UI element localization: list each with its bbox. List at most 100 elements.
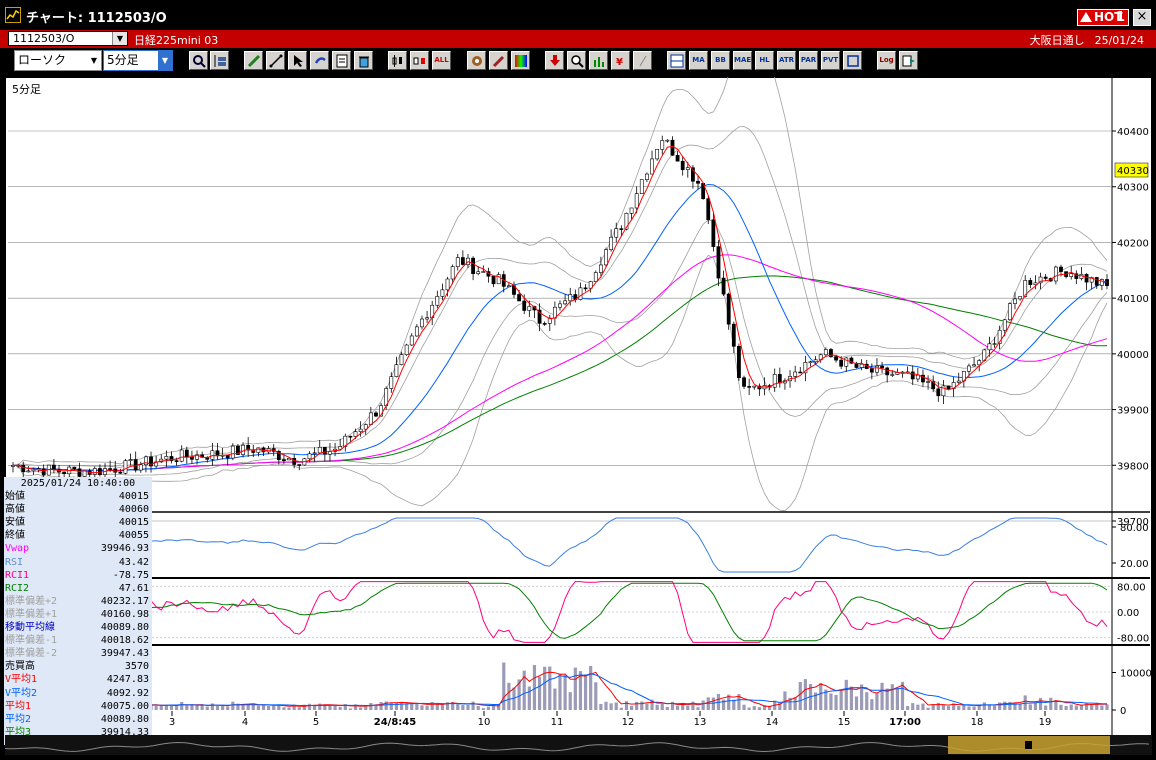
info-value: 39914.33 [100,726,149,738]
volume-bar [558,673,562,710]
volume-bar [977,704,981,710]
candle-body [665,139,670,142]
volume-bar [251,704,255,710]
search-chart-icon[interactable] [567,51,586,70]
candle-body [1002,319,1007,331]
x-axis-label: 4 [242,717,248,728]
download-icon[interactable] [545,51,564,70]
candle-body [696,180,700,184]
hot-button[interactable]: HOT 1 [1077,9,1129,26]
volume-bar [185,705,189,710]
pvt-button[interactable]: PVT [821,51,840,70]
mae-button[interactable]: MAE [733,51,752,70]
volume-bar [793,697,797,710]
cursor-icon[interactable] [288,51,307,70]
candle-body [123,460,128,474]
settings-icon[interactable] [467,51,486,70]
zoom-icon[interactable] [189,51,208,70]
volume-bar [374,704,378,710]
volume-bar [849,686,853,710]
volume-bar [405,703,409,710]
info-value: 3570 [124,661,149,673]
candle-body [1043,276,1048,279]
candle-body [803,362,808,374]
symbol-code-select[interactable]: 1112503/O ▼ [8,31,128,46]
volume-bar [410,703,414,710]
trendline-icon[interactable] [266,51,285,70]
candle-body [394,364,399,377]
volume-bar [727,694,731,710]
volume-bar [451,702,455,710]
candle-body [1074,273,1079,279]
volume-bar [737,694,741,710]
volume-bar [261,704,266,710]
volume-bar [696,707,700,710]
volume-bar [522,670,526,710]
volume-bar [926,707,930,710]
candle-body [1084,274,1089,283]
info-value: 40060 [118,504,149,516]
disabled-tool-icon[interactable] [633,51,652,70]
x-axis-label: 19 [1039,717,1052,728]
time-scrollbar[interactable] [4,735,1152,755]
split-view-icon[interactable] [210,51,229,70]
period-select[interactable]: 5分足 ▼ [103,50,173,71]
volume-bar [624,701,629,710]
volume-bar [594,682,598,710]
volume-bar [1100,705,1104,710]
info-label: 平均1 [5,700,32,712]
hl-button[interactable]: HL [755,51,774,70]
volume-bar [747,707,751,710]
export-icon[interactable] [899,51,918,70]
price-chart[interactable]: 40400 40300 40200 40100 40000 39900 39800 39700… [5,77,1152,741]
volume-bar [824,689,828,710]
bb-button[interactable]: BB [711,51,730,70]
candle-body [885,367,890,376]
volume-bar [870,699,874,710]
volume-bar [911,703,915,710]
color-icon[interactable] [511,51,530,70]
volume-bar [379,702,383,710]
volume-bar [210,703,214,710]
chart-frame [5,77,1152,741]
volume-bar [972,706,976,710]
candle-body [1013,298,1017,304]
chart-type-select[interactable]: ローソク ▼ [14,50,102,71]
pen-icon[interactable] [244,51,263,70]
volume-bar [512,687,516,710]
x-axis-label: 3 [169,717,175,728]
volume-bar [359,707,363,710]
frame-icon[interactable] [843,51,862,70]
yen-chart-icon[interactable]: ¥ [611,51,630,70]
ma-button[interactable]: MA [689,51,708,70]
candle-body [691,167,695,182]
price-tick-label: 40200 [1117,238,1149,249]
chevron-down-icon: ▼ [90,56,98,65]
indicator-button-grid[interactable] [667,51,686,70]
candle-body [614,228,619,238]
close-button[interactable]: × [1133,9,1151,26]
atr-button[interactable]: ATR [777,51,796,70]
tools-icon[interactable] [489,51,508,70]
bar-chart-icon[interactable] [589,51,608,70]
all-button[interactable]: ALL [432,51,451,70]
document-icon[interactable] [332,51,351,70]
info-row: 平均3 39914.33 [4,726,152,739]
candle-body [246,444,251,451]
par-button[interactable]: PAR [799,51,818,70]
candle-icon[interactable] [388,51,407,70]
volume-bar [1084,702,1089,710]
undo-icon[interactable] [310,51,329,70]
trash-icon[interactable] [354,51,373,70]
candle-compare-icon[interactable] [410,51,429,70]
candle-body [849,357,854,364]
candle-body [21,464,26,473]
candle-body [389,376,394,389]
volume-bar [1033,702,1038,710]
volume-bar [967,706,971,710]
candle-body [174,460,179,462]
info-value: 40089.80 [100,622,149,633]
x-axis-label: 13 [694,717,707,728]
log-button[interactable]: Log [877,51,896,70]
volume-bar [1074,705,1078,710]
